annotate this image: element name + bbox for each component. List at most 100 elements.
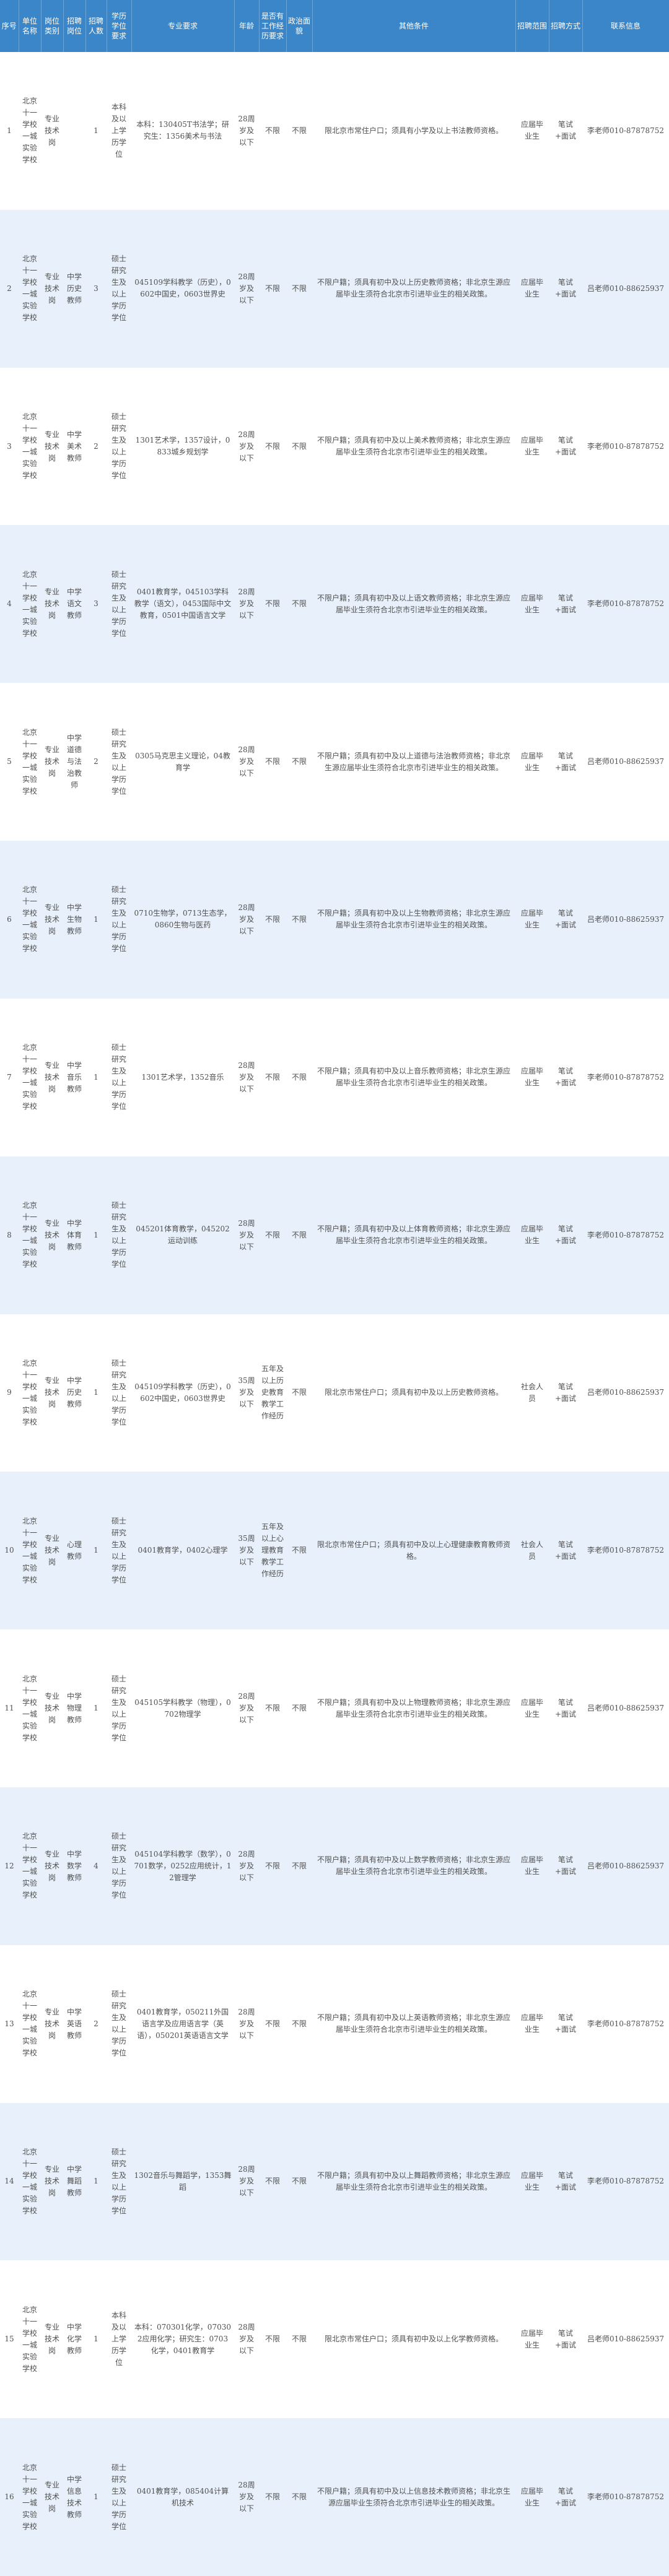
cell-contact: 李老师010-87878752 (582, 525, 669, 683)
cell-major: 045105学科教学（物理），0702物理学 (131, 1629, 234, 1787)
cell-post-name: 中学历史教师 (63, 1314, 85, 1472)
cell-politics: 不限 (286, 1314, 312, 1472)
cell-unit: 北京十一学校一城实验学校 (19, 367, 41, 526)
cell-method: 笔试+面试 (549, 1629, 582, 1787)
cell-age: 28周岁及以下 (234, 367, 259, 526)
cell-no: 15 (0, 2260, 19, 2419)
cell-count: 3 (85, 209, 107, 368)
cell-scope: 应届毕业生 (515, 1787, 549, 1945)
cell-experience: 不限 (259, 52, 286, 210)
header-politics: 政治面貌 (286, 0, 313, 52)
cell-major: 045109学科教学（历史），0602中国史，0603世界史 (131, 209, 234, 368)
cell-other: 不限户籍；须具有初中及以上舞蹈教师资格；非北京生源应届毕业生须符合北京市引进毕业… (312, 2102, 515, 2261)
cell-degree: 硕士研究生及以上学历学位 (107, 1787, 131, 1945)
table-row: 11 北京十一学校一城实验学校 专业技术岗 中学物理教师 1 硕士研究生及以上学历学位 04… (0, 1629, 669, 1787)
header-age: 年龄 (234, 0, 260, 52)
table-row: 3 北京十一学校一城实验学校 专业技术岗 中学美术教师 2 硕士研究生及以上学历学位 130… (0, 367, 669, 526)
cell-degree: 硕士研究生及以上学历学位 (107, 1472, 131, 1630)
cell-degree: 硕士研究生及以上学历学位 (107, 1629, 131, 1787)
cell-count: 1 (85, 1314, 107, 1472)
table-row: 9 北京十一学校一城实验学校 专业技术岗 中学历史教师 1 硕士研究生及以上学历学位 045… (0, 1314, 669, 1472)
table-body: 1 北京十一学校一城实验学校 专业技术岗 1 本科及以上学历学位 本科：130405T书法… (0, 52, 669, 2576)
cell-unit: 北京十一学校一城实验学校 (19, 683, 41, 841)
cell-unit: 北京十一学校一城实验学校 (19, 1314, 41, 1472)
table-row: 14 北京十一学校一城实验学校 专业技术岗 中学舞蹈教师 1 硕士研究生及以上学历学位 13… (0, 2102, 669, 2261)
cell-count: 1 (85, 841, 107, 999)
cell-post-type: 专业技术岗 (41, 1787, 63, 1945)
cell-scope: 应届毕业生 (515, 2260, 549, 2419)
cell-post-type: 专业技术岗 (41, 683, 63, 841)
cell-unit: 北京十一学校一城实验学校 (19, 1629, 41, 1787)
cell-other: 不限户籍；须具有初中及以上物理教师资格；非北京生源应届毕业生须符合北京市引进毕业… (312, 1629, 515, 1787)
cell-scope: 应届毕业生 (515, 2418, 549, 2576)
cell-age: 35周岁及以下 (234, 1314, 259, 1472)
cell-major: 0401教育学，045103学科教学（语文），0453国际中文教育，0501中国… (131, 525, 234, 683)
cell-contact: 吕老师010-88625937 (582, 209, 669, 368)
cell-count: 1 (85, 2102, 107, 2261)
cell-post-type: 专业技术岗 (41, 2102, 63, 2261)
cell-politics: 不限 (286, 841, 312, 999)
table-row: 5 北京十一学校一城实验学校 专业技术岗 中学道德与法治教师 2 硕士研究生及以上学历学位… (0, 683, 669, 841)
cell-other: 不限户籍；须具有初中及以上信息技术教师资格；非北京生源应届毕业生须符合北京市引进… (312, 2418, 515, 2576)
cell-experience: 不限 (259, 2260, 286, 2419)
cell-other: 限北京市常住户口；须具有初中及以上历史教师资格。 (312, 1314, 515, 1472)
cell-post-name: 中学数学教师 (63, 1787, 85, 1945)
cell-age: 28周岁及以下 (234, 2102, 259, 2261)
cell-unit: 北京十一学校一城实验学校 (19, 2418, 41, 2576)
cell-post-type: 专业技术岗 (41, 1945, 63, 2103)
cell-contact: 吕老师010-88625937 (582, 683, 669, 841)
cell-no: 2 (0, 209, 19, 368)
cell-count: 1 (85, 1472, 107, 1630)
cell-age: 35周岁及以下 (234, 1472, 259, 1630)
cell-no: 3 (0, 367, 19, 526)
cell-experience: 不限 (259, 209, 286, 368)
cell-no: 1 (0, 52, 19, 210)
cell-unit: 北京十一学校一城实验学校 (19, 1156, 41, 1314)
cell-age: 28周岁及以下 (234, 841, 259, 999)
cell-post-name: 中学体育教师 (63, 1156, 85, 1314)
cell-method: 笔试+面试 (549, 1472, 582, 1630)
cell-politics: 不限 (286, 1156, 312, 1314)
cell-other: 不限户籍；须具有初中及以上体育教师资格；非北京生源应届毕业生须符合北京市引进毕业… (312, 1156, 515, 1314)
cell-method: 笔试+面试 (549, 998, 582, 1156)
cell-no: 7 (0, 998, 19, 1156)
cell-no: 13 (0, 1945, 19, 2103)
cell-contact: 李老师010-87878752 (582, 1472, 669, 1630)
header-contact: 联系信息 (582, 0, 669, 52)
cell-other: 限北京市常住户口；须具有初中及以上心理健康教育教师资格。 (312, 1472, 515, 1630)
cell-unit: 北京十一学校一城实验学校 (19, 52, 41, 210)
header-post-name: 招聘岗位 (63, 0, 86, 52)
cell-age: 28周岁及以下 (234, 1629, 259, 1787)
cell-age: 28周岁及以下 (234, 1945, 259, 2103)
cell-count: 2 (85, 367, 107, 526)
header-degree: 学历学位要求 (107, 0, 132, 52)
table-row: 1 北京十一学校一城实验学校 专业技术岗 1 本科及以上学历学位 本科：130405T书法… (0, 52, 669, 210)
cell-method: 笔试+面试 (549, 52, 582, 210)
cell-politics: 不限 (286, 52, 312, 210)
cell-method: 笔试+面试 (549, 209, 582, 368)
cell-post-name: 中学物理教师 (63, 1629, 85, 1787)
cell-unit: 北京十一学校一城实验学校 (19, 2260, 41, 2419)
cell-method: 笔试+面试 (549, 2418, 582, 2576)
cell-politics: 不限 (286, 209, 312, 368)
cell-post-type: 专业技术岗 (41, 1314, 63, 1472)
cell-post-type: 专业技术岗 (41, 1629, 63, 1787)
cell-degree: 硕士研究生及以上学历学位 (107, 2102, 131, 2261)
cell-method: 笔试+面试 (549, 1945, 582, 2103)
cell-major: 045109学科教学（历史），0602中国史，0603世界史 (131, 1314, 234, 1472)
cell-experience: 不限 (259, 1629, 286, 1787)
cell-degree: 硕士研究生及以上学历学位 (107, 683, 131, 841)
header-post-type: 岗位类别 (41, 0, 64, 52)
cell-contact: 李老师010-87878752 (582, 367, 669, 526)
cell-count: 1 (85, 52, 107, 210)
cell-post-type: 专业技术岗 (41, 367, 63, 526)
cell-post-type: 专业技术岗 (41, 525, 63, 683)
cell-scope: 应届毕业生 (515, 1156, 549, 1314)
cell-politics: 不限 (286, 1629, 312, 1787)
cell-age: 28周岁及以下 (234, 1787, 259, 1945)
cell-scope: 社会人员 (515, 1314, 549, 1472)
table-row: 12 北京十一学校一城实验学校 专业技术岗 中学数学教师 4 硕士研究生及以上学历学位 04… (0, 1787, 669, 1945)
cell-experience: 不限 (259, 1156, 286, 1314)
cell-major: 045201体育教学，045202运动训练 (131, 1156, 234, 1314)
